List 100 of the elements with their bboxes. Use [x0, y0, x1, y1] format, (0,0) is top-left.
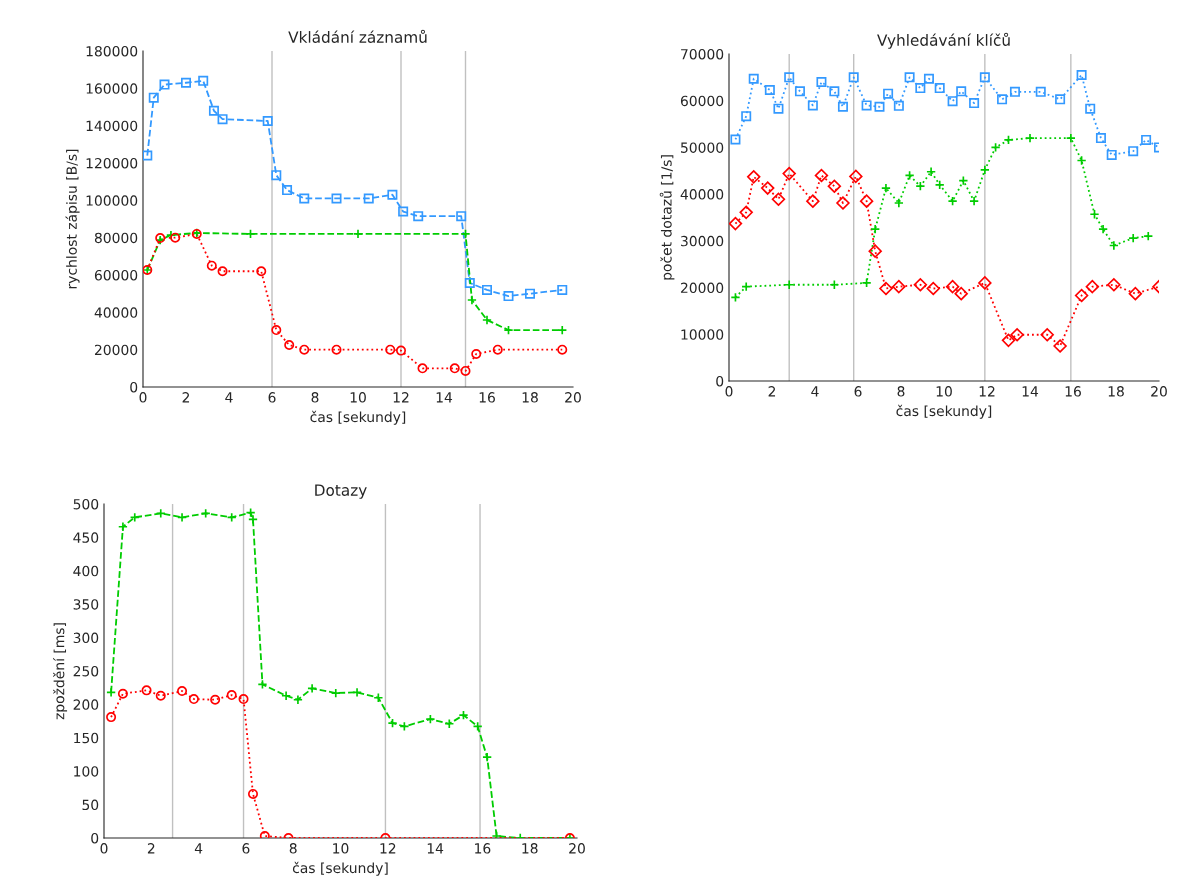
point — [271, 170, 282, 181]
x-tick-label: 12 — [380, 843, 396, 854]
x-axis-title: čas [sekundy] — [310, 410, 406, 425]
point — [449, 363, 460, 374]
y-axis-title: počet dotazů [1/s] — [659, 155, 675, 280]
x-tick-label: 2 — [768, 386, 776, 397]
point — [1128, 146, 1139, 157]
y-tick-label: 0 — [91, 832, 99, 844]
point — [177, 686, 188, 697]
point — [836, 196, 850, 210]
point — [1085, 279, 1100, 294]
y-tick-label: 400 — [73, 565, 99, 577]
point — [117, 521, 128, 532]
point — [954, 286, 968, 301]
point — [764, 84, 775, 95]
point — [892, 279, 906, 294]
point — [926, 281, 940, 296]
point — [1035, 86, 1046, 97]
x-tick-label: 20 — [569, 843, 585, 854]
point — [760, 181, 775, 195]
x-axis-title: čas [sekundy] — [292, 861, 388, 876]
point — [524, 288, 536, 299]
point — [883, 88, 894, 99]
point — [979, 164, 990, 175]
point — [904, 72, 915, 83]
point — [934, 179, 945, 190]
point — [1074, 288, 1089, 303]
point — [417, 363, 428, 374]
point — [1024, 133, 1036, 144]
point — [482, 752, 493, 763]
y-tick-label: 180000 — [86, 45, 138, 57]
y-axis-title: rychlost zápisu [B/s] — [65, 149, 80, 289]
point — [870, 224, 881, 235]
x-tick-label: 0 — [725, 386, 733, 397]
point — [947, 96, 958, 107]
point — [247, 788, 258, 799]
point — [206, 260, 217, 271]
y-axis-title: zpoždění [ms] — [53, 623, 68, 720]
y-tick-label: 0 — [716, 375, 724, 387]
x-tick-label: 8 — [311, 392, 319, 403]
point — [807, 100, 818, 111]
point — [1098, 224, 1109, 235]
x-tick-label: 18 — [1108, 386, 1124, 397]
point — [782, 166, 796, 181]
x-tick-label: 10 — [333, 843, 349, 854]
point — [188, 694, 199, 705]
point — [1010, 328, 1024, 342]
point — [330, 688, 341, 699]
point — [466, 295, 477, 306]
point — [217, 266, 228, 277]
point — [271, 325, 282, 336]
y-tick-label: 160000 — [86, 83, 138, 94]
x-tick-label: 10 — [350, 392, 366, 403]
point — [106, 712, 117, 723]
y-tick-label: 20000 — [680, 282, 724, 294]
point — [956, 86, 967, 97]
point — [481, 314, 493, 325]
point — [208, 105, 219, 116]
point — [148, 92, 159, 103]
y-tick-label: 50 — [82, 799, 99, 811]
point — [923, 73, 934, 84]
point — [1106, 149, 1117, 160]
point — [456, 211, 467, 222]
point — [1128, 233, 1139, 244]
point — [1076, 70, 1087, 81]
point — [739, 205, 753, 220]
chart-title: Vyhledávání klíčů — [877, 32, 1010, 49]
point — [262, 115, 273, 127]
x-tick-label: 10 — [936, 386, 952, 397]
point — [784, 279, 795, 290]
point — [773, 103, 784, 114]
point — [557, 325, 568, 336]
y-tick-label: 300 — [73, 632, 99, 644]
point — [259, 830, 270, 838]
y-tick-label: 70000 — [681, 48, 724, 60]
x-tick-label: 4 — [225, 392, 233, 403]
y-tick-label: 80000 — [94, 232, 138, 244]
point — [143, 150, 153, 161]
point — [292, 694, 303, 705]
y-tick-label: 200 — [73, 699, 99, 710]
point — [395, 345, 407, 356]
point — [503, 291, 514, 302]
point — [226, 690, 237, 701]
point — [331, 193, 342, 204]
point — [926, 166, 937, 177]
x-tick-label: 20 — [1151, 386, 1167, 397]
point — [210, 694, 221, 705]
point — [880, 183, 891, 194]
x-tick-label: 20 — [565, 392, 581, 403]
y-tick-label: 60000 — [94, 269, 138, 281]
y-tick-label: 20000 — [94, 344, 138, 356]
point — [1141, 134, 1152, 145]
point — [979, 72, 990, 83]
point — [352, 228, 364, 239]
point — [491, 830, 502, 838]
point — [1095, 133, 1106, 144]
y-tick-label: 100 — [74, 766, 99, 777]
point — [827, 179, 842, 193]
point — [746, 170, 761, 184]
point — [238, 694, 249, 705]
